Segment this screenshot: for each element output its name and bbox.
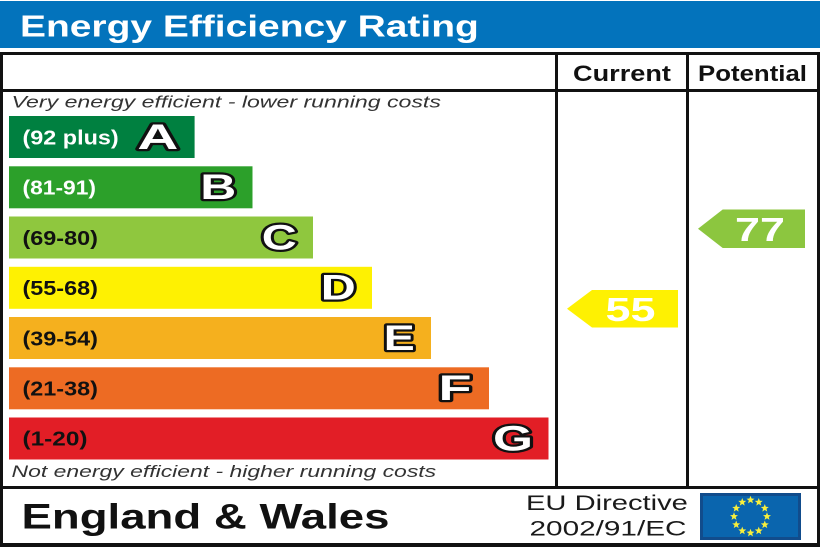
svg-text:EU Directive: EU Directive xyxy=(526,492,688,515)
svg-text:(69-80): (69-80) xyxy=(23,226,98,249)
svg-text:B: B xyxy=(200,168,236,207)
svg-text:Very energy efficient - lower: Very energy efficient - lower running co… xyxy=(12,93,441,111)
svg-text:(81-91): (81-91) xyxy=(23,177,96,199)
svg-text:55: 55 xyxy=(606,291,656,328)
svg-text:(39-54): (39-54) xyxy=(23,327,98,350)
svg-text:(1-20): (1-20) xyxy=(23,427,88,449)
svg-text:Energy Efficiency Rating: Energy Efficiency Rating xyxy=(20,9,479,43)
svg-text:77: 77 xyxy=(735,211,785,248)
svg-text:E: E xyxy=(384,319,415,358)
svg-text:C: C xyxy=(262,218,297,257)
svg-text:2002/91/EC: 2002/91/EC xyxy=(530,518,687,541)
svg-text:D: D xyxy=(321,269,356,308)
svg-text:Current: Current xyxy=(573,62,671,86)
svg-text:F: F xyxy=(439,369,472,408)
svg-text:(21-38): (21-38) xyxy=(23,377,98,400)
svg-text:(92 plus): (92 plus) xyxy=(23,126,119,149)
svg-text:G: G xyxy=(493,419,533,458)
svg-text:A: A xyxy=(137,118,178,157)
svg-text:Potential: Potential xyxy=(698,62,807,87)
svg-text:Not energy efficient - higher: Not energy efficient - higher running co… xyxy=(12,463,437,482)
svg-text:England & Wales: England & Wales xyxy=(22,497,390,537)
svg-text:(55-68): (55-68) xyxy=(23,277,98,300)
